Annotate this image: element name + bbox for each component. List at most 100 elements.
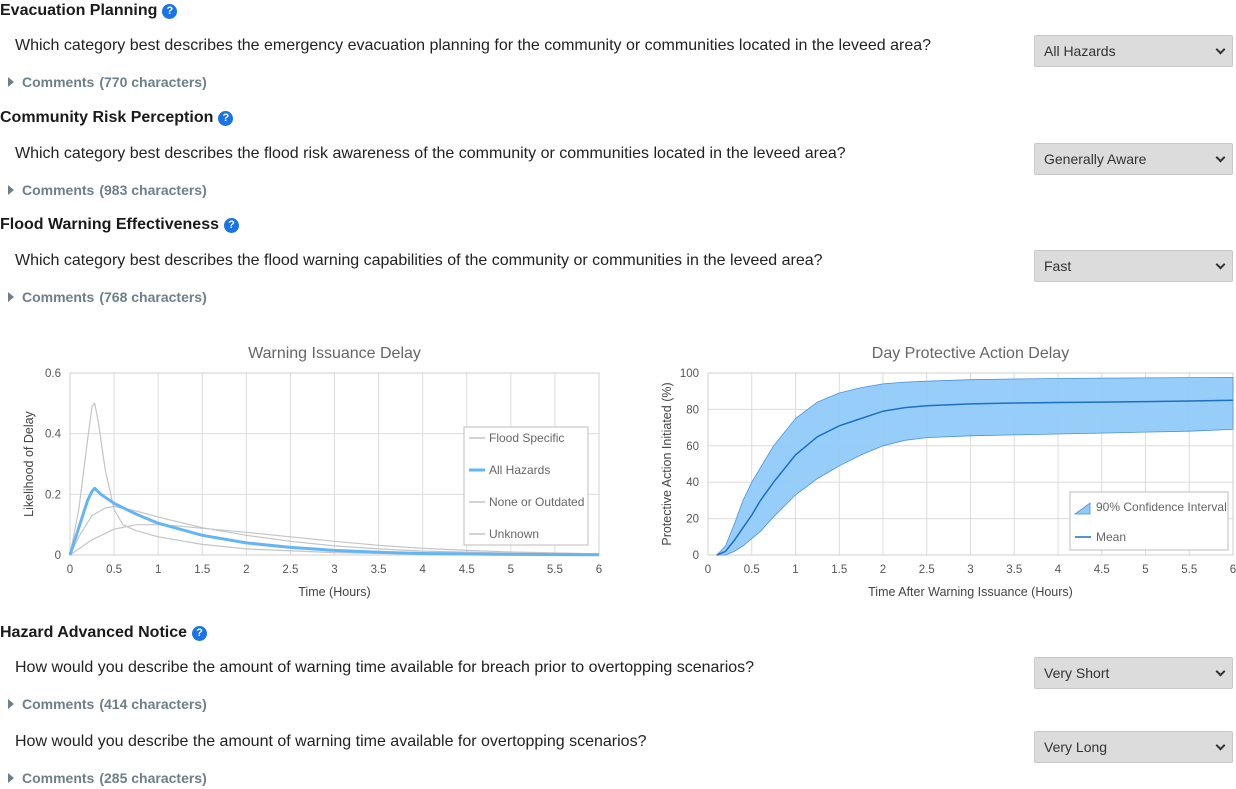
evacuation-select[interactable]: All Hazards [1034,35,1233,67]
x-tick-label: 0 [67,564,73,576]
y-tick-label: 0 [55,550,61,562]
comments-count: (285 characters) [99,770,207,786]
x-tick-label: 3.5 [1006,564,1022,576]
legend-item: Mean [1096,530,1126,544]
flood-warning-comments-toggle[interactable]: Comments (768 characters) [8,289,207,305]
chevron-down-icon [1215,259,1226,269]
comments-count: (414 characters) [99,696,207,712]
plot-frame [707,372,1234,556]
confidence-band [715,376,1234,556]
chart-title: Warning Issuance Delay [248,345,421,362]
legend-item: 90% Confidence Interval [1096,500,1227,514]
chevron-down-icon [1215,152,1226,162]
evacuation-select-value: All Hazards [1044,43,1116,59]
x-tick-label: 0.5 [744,564,760,576]
overtopping-warning-select[interactable]: Very Long [1034,731,1233,763]
y-tick-label: 100 [680,368,699,380]
series-line-all-hazards [68,486,600,557]
x-tick-label: 4.5 [459,564,475,576]
x-tick-label: 2 [880,564,886,576]
comments-count: (983 characters) [99,182,207,198]
breach-warning-select-value: Very Short [1044,665,1110,681]
evacuation-planning-title: Evacuation Planning ? [0,2,178,20]
hazard-notice-title: Hazard Advanced Notice ? [0,624,208,642]
x-tick-label: 5 [1142,564,1148,576]
chart-title: Day Protective Action Delay [872,345,1069,362]
caret-right-icon [8,773,14,783]
x-tick-label: 5.5 [1181,564,1197,576]
y-tick-label: 20 [686,514,699,526]
legend-item: Flood Specific [489,431,564,445]
series-line-unknown [69,524,600,556]
risk-perception-question: Which category best describes the flood … [15,145,846,162]
help-icon[interactable]: ? [224,217,239,233]
legend-item: Unknown [489,527,539,541]
chart-legend [463,426,589,546]
x-tick-label: 2.5 [919,564,935,576]
caret-right-icon [8,77,14,87]
x-tick-label: 6 [1230,564,1236,576]
flood-warning-label: Flood Warning Effectiveness [0,216,219,233]
x-tick-label: 1.5 [194,564,210,576]
legend-item: None or Outdated [489,495,584,509]
legend-item: All Hazards [489,463,550,477]
caret-right-icon [8,699,14,709]
x-tick-label: 0 [705,564,711,576]
x-tick-label: 4 [1055,564,1062,576]
x-tick-label: 6 [596,564,602,576]
x-tick-label: 3 [967,564,973,576]
comments-count: (770 characters) [99,74,207,90]
flood-warning-question: Which category best describes the flood … [15,252,823,269]
y-tick-label: 80 [686,404,699,416]
overtopping-question: How would you describe the amount of war… [15,733,647,750]
risk-perception-title: Community Risk Perception ? [0,109,234,127]
overtopping-comments-toggle[interactable]: Comments (285 characters) [8,770,207,786]
flood-warning-title: Flood Warning Effectiveness ? [0,216,239,234]
overtopping-warning-select-value: Very Long [1044,739,1108,755]
x-tick-label: 2 [243,564,249,576]
evacuation-planning-label: Evacuation Planning [0,2,158,19]
risk-perception-label: Community Risk Perception [0,109,214,126]
y-tick-label: 60 [686,441,699,453]
caret-right-icon [8,292,14,302]
comments-label: Comments [22,74,95,90]
help-icon[interactable]: ? [162,3,178,19]
comments-label: Comments [22,696,95,712]
comments-label: Comments [22,182,95,198]
x-axis-label: Time After Warning Issuance (Hours) [868,585,1073,599]
risk-perception-comments-toggle[interactable]: Comments (983 characters) [8,182,207,198]
chevron-down-icon [1215,666,1226,676]
comments-label: Comments [22,770,95,786]
y-tick-label: 0.4 [45,429,62,441]
y-tick-label: 0.6 [45,368,61,380]
x-tick-label: 1 [792,564,798,576]
x-tick-label: 3.5 [371,564,387,576]
chart-legend [1069,491,1229,551]
flood-warning-select[interactable]: Fast [1034,250,1233,282]
x-tick-label: 4.5 [1094,564,1110,576]
x-tick-label: 3 [331,564,337,576]
plot-frame [69,372,600,556]
flood-warning-select-value: Fast [1044,258,1072,274]
warning-issuance-delay-chart: Warning Issuance Delay 0 0.5 1 1.5 2 2.5 3 3.5 4 4… [22,345,602,599]
x-tick-label: 5.5 [547,564,563,576]
hazard-notice-label: Hazard Advanced Notice [0,624,188,641]
x-tick-label: 1 [155,564,161,576]
y-axis-label: Likelihood of Delay [22,410,36,516]
breach-comments-toggle[interactable]: Comments (414 characters) [8,696,207,712]
comments-count: (768 characters) [99,289,207,305]
evacuation-comments-toggle[interactable]: Comments (770 characters) [8,74,207,90]
x-tick-label: 1.5 [831,564,847,576]
risk-perception-select[interactable]: Generally Aware [1034,143,1233,175]
help-icon[interactable]: ? [192,625,208,641]
chevron-down-icon [1215,740,1226,750]
x-tick-label: 5 [508,564,514,576]
x-tick-label: 0.5 [106,564,122,576]
mean-line [716,399,1234,556]
breach-warning-select[interactable]: Very Short [1034,657,1233,689]
help-icon[interactable]: ? [218,110,234,126]
y-tick-label: 40 [686,477,699,489]
breach-question: How would you describe the amount of war… [15,659,755,676]
y-tick-label: 0 [693,550,699,562]
y-tick-label: 0.2 [45,489,61,501]
